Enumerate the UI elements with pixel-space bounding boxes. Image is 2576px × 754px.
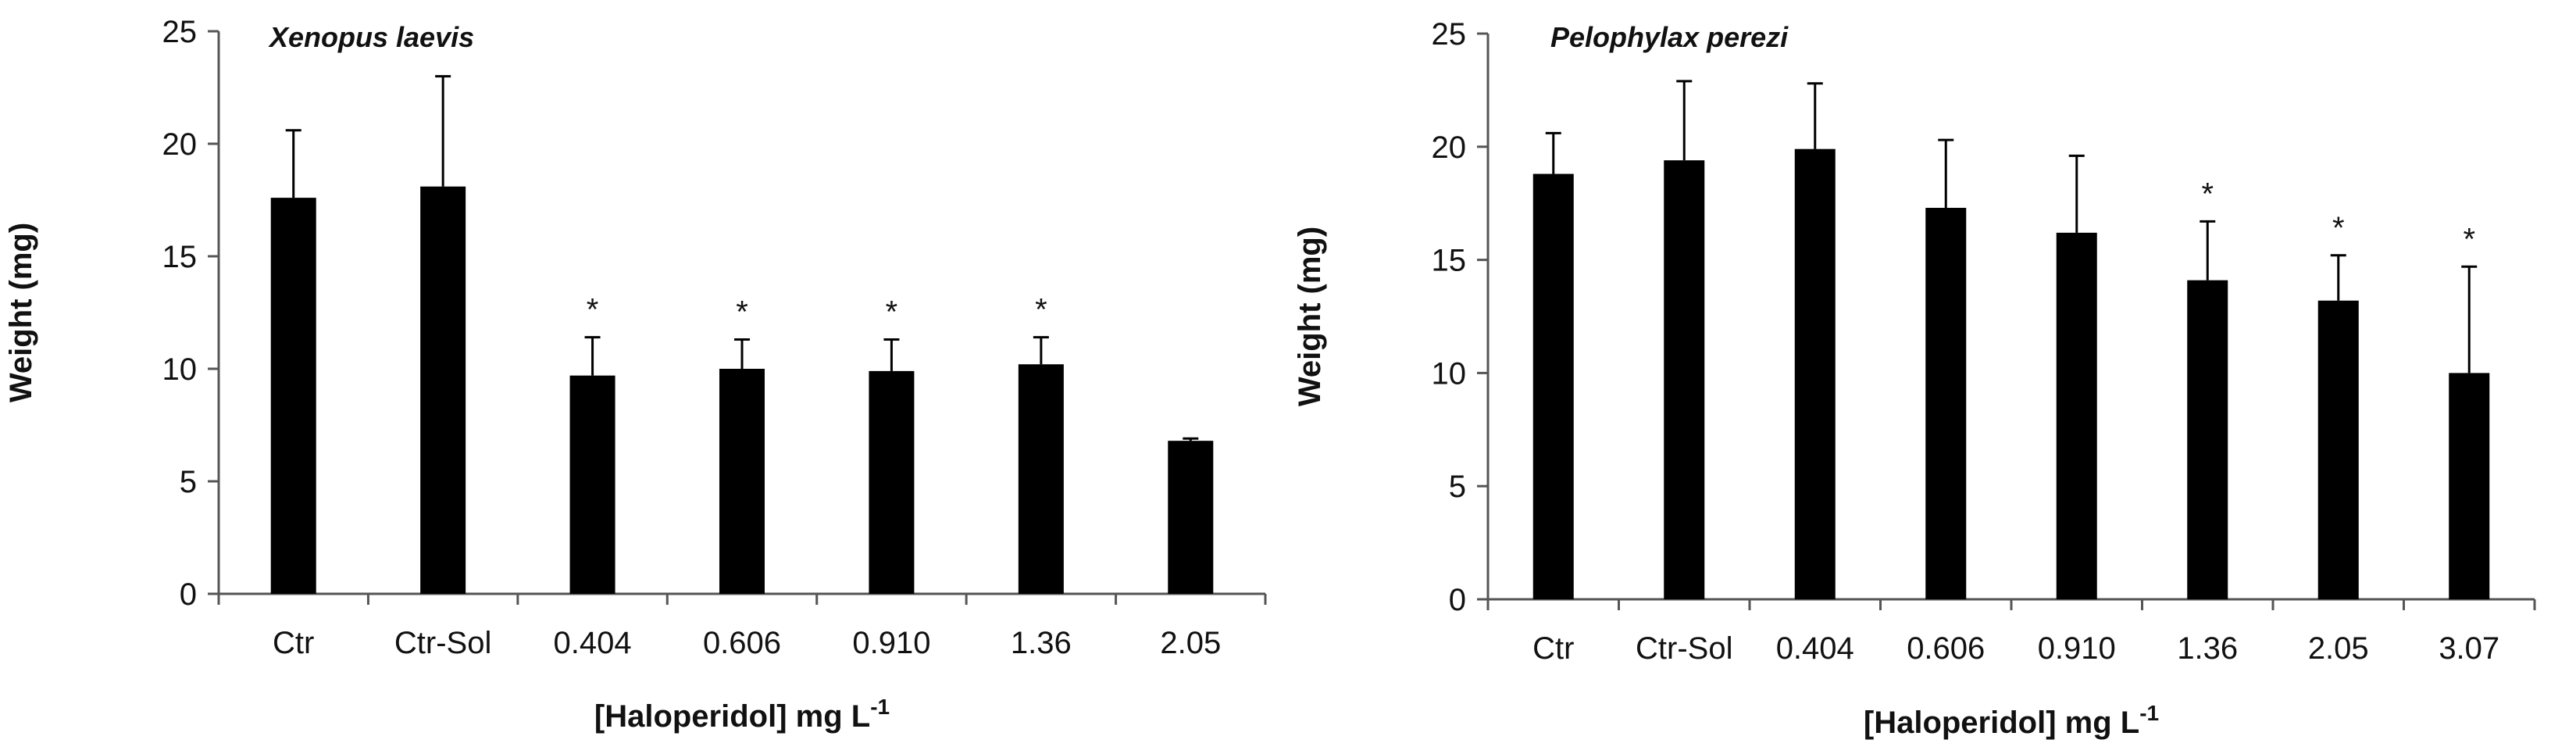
species-label: Pelophylax perezi xyxy=(1550,21,1789,53)
chart-panel: 0 5 10 15 20 25 Ctr Ctr-Sol * 0.404 * 0.606 * 0.910 * 1… xyxy=(4,15,1267,734)
y-axis-title: Weight (mg) xyxy=(4,223,38,402)
bar xyxy=(2187,280,2228,599)
chart-panel: 0 5 10 15 20 25 Ctr Ctr-Sol 0.404 0.606 0.910 * 1.36… xyxy=(1293,17,2536,740)
x-tick-label: 0.404 xyxy=(1776,631,1854,666)
x-tick-label: Ctr xyxy=(1532,631,1574,666)
x-tick-label: Ctr xyxy=(273,626,314,660)
significance-marker: * xyxy=(886,295,898,330)
y-tick-label: 0 xyxy=(1449,583,1466,617)
y-tick-label: 10 xyxy=(1432,356,1467,391)
x-axis-title-main: [Haloperidol] mg L xyxy=(594,699,870,734)
x-tick-label: 0.606 xyxy=(1907,631,1985,666)
x-axis-title-main: [Haloperidol] mg L xyxy=(1864,706,2139,740)
bar xyxy=(2317,300,2359,599)
significance-marker: * xyxy=(2332,211,2345,245)
bar xyxy=(1532,173,1574,599)
x-tick-label: 3.07 xyxy=(2439,631,2499,666)
significance-marker: * xyxy=(736,295,748,330)
y-tick-label: 25 xyxy=(1432,17,1467,52)
bar xyxy=(1664,160,1705,599)
y-tick-label: 10 xyxy=(162,352,198,387)
bar xyxy=(1168,441,1214,594)
significance-marker: * xyxy=(587,293,599,327)
bar xyxy=(270,198,316,594)
x-tick-label: 1.36 xyxy=(2177,631,2238,666)
bar xyxy=(569,375,615,594)
bar xyxy=(719,369,765,594)
bar xyxy=(869,370,915,594)
bar xyxy=(1925,207,1967,599)
bar xyxy=(1794,148,1836,600)
y-tick-label: 5 xyxy=(1449,470,1466,504)
x-tick-label: 1.36 xyxy=(1011,626,1072,660)
x-tick-label: Ctr-Sol xyxy=(1636,631,1732,666)
y-tick-label: 20 xyxy=(1432,130,1467,165)
x-axis-title-superscript: -1 xyxy=(2139,701,2159,725)
y-tick-label: 20 xyxy=(162,127,198,162)
bar xyxy=(2449,373,2490,599)
x-tick-label: 2.05 xyxy=(2308,631,2369,666)
x-tick-label: 0.910 xyxy=(852,626,930,660)
significance-marker: * xyxy=(2463,222,2475,256)
significance-marker: * xyxy=(2201,177,2214,211)
bar xyxy=(2056,232,2097,599)
significance-marker: * xyxy=(1035,293,1047,327)
x-tick-label: Ctr-Sol xyxy=(394,626,491,660)
x-axis-title: [Haloperidol] mg L-1 xyxy=(594,695,890,734)
x-tick-label: 0.910 xyxy=(2038,631,2116,666)
x-tick-label: 2.05 xyxy=(1160,626,1221,660)
y-axis-title: Weight (mg) xyxy=(1293,227,1327,406)
y-tick-label: 15 xyxy=(1432,244,1467,278)
bar xyxy=(1018,364,1064,594)
bar xyxy=(420,186,466,595)
y-tick-label: 0 xyxy=(180,577,197,612)
x-axis-title: [Haloperidol] mg L-1 xyxy=(1864,701,2159,740)
x-tick-label: 0.606 xyxy=(703,626,781,660)
x-tick-label: 0.404 xyxy=(554,626,632,660)
x-axis-title-superscript: -1 xyxy=(870,695,890,719)
y-tick-label: 5 xyxy=(180,465,197,499)
y-tick-label: 15 xyxy=(162,240,198,274)
y-tick-label: 25 xyxy=(162,15,198,49)
species-label: Xenopus laevis xyxy=(268,21,474,53)
